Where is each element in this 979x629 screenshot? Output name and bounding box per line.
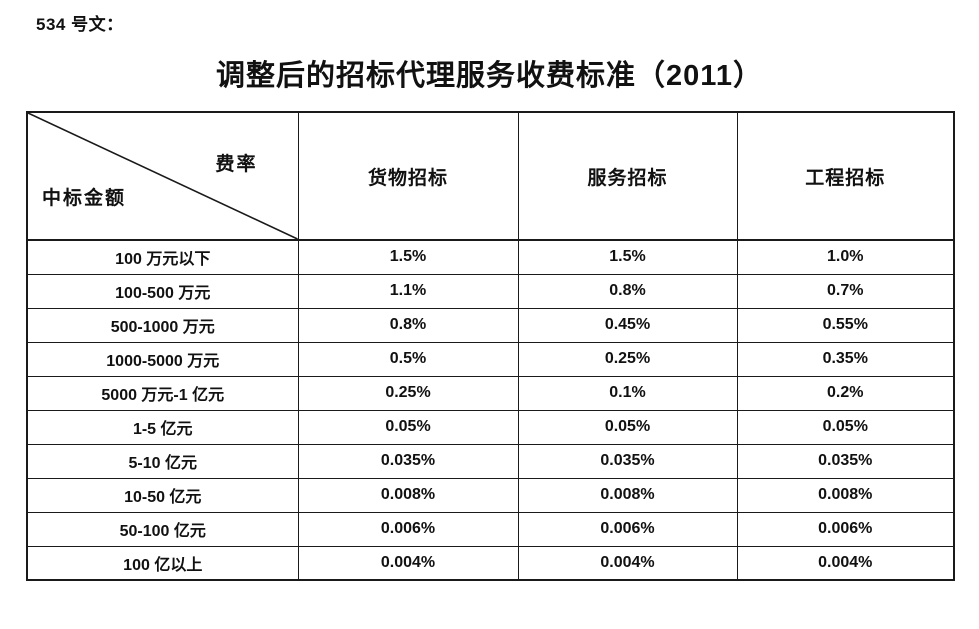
cell-service-rate: 0.035% <box>517 443 738 479</box>
page-title: 调整后的招标代理服务收费标准（2011） <box>216 60 763 92</box>
cell-goods-rate: 0.004% <box>297 545 519 581</box>
diagonal-divider-line <box>28 113 298 239</box>
cell-goods-rate: 0.05% <box>297 409 519 445</box>
cell-service-rate: 0.25% <box>517 341 738 377</box>
table-row: 1-5 亿元 0.05% 0.05% 0.05% <box>26 409 955 445</box>
row-label: 50-100 亿元 <box>26 511 299 547</box>
row-label: 100 万元以下 <box>26 239 299 275</box>
row-label: 100 亿以上 <box>26 545 299 581</box>
table-header-row: 费率 中标金额 货物招标 服务招标 工程招标 <box>26 111 955 241</box>
table-row: 1000-5000 万元 0.5% 0.25% 0.35% <box>26 341 955 377</box>
cell-engineering-rate: 0.35% <box>736 341 955 377</box>
cell-goods-rate: 1.1% <box>297 273 519 309</box>
row-label: 5-10 亿元 <box>26 443 299 479</box>
cell-service-rate: 0.1% <box>517 375 738 411</box>
corner-label-fee-rate: 费率 <box>215 154 258 175</box>
cell-service-rate: 0.008% <box>517 477 738 513</box>
table-row: 5-10 亿元 0.035% 0.035% 0.035% <box>26 443 955 479</box>
column-header-engineering-tender: 工程招标 <box>736 111 955 241</box>
corner-label-bid-amount: 中标金额 <box>42 188 127 209</box>
cell-engineering-rate: 0.004% <box>736 545 955 581</box>
cell-engineering-rate: 0.035% <box>736 443 955 479</box>
cell-engineering-rate: 0.006% <box>736 511 955 547</box>
cell-goods-rate: 0.008% <box>297 477 519 513</box>
cell-goods-rate: 0.5% <box>297 341 519 377</box>
table-row: 5000 万元-1 亿元 0.25% 0.1% 0.2% <box>26 375 955 411</box>
table-row: 100 亿以上 0.004% 0.004% 0.004% <box>26 545 955 581</box>
cell-goods-rate: 0.006% <box>297 511 519 547</box>
row-label: 500-1000 万元 <box>26 307 299 343</box>
cell-goods-rate: 0.035% <box>297 443 519 479</box>
cell-engineering-rate: 0.7% <box>736 273 955 309</box>
row-label: 1-5 亿元 <box>26 409 299 445</box>
doc-number-label: 534 号文： <box>36 15 124 34</box>
cell-engineering-rate: 0.008% <box>736 477 955 513</box>
cell-service-rate: 0.006% <box>517 511 738 547</box>
cell-goods-rate: 1.5% <box>297 239 519 275</box>
cell-service-rate: 0.004% <box>517 545 738 581</box>
column-header-goods-tender: 货物招标 <box>297 111 519 241</box>
cell-engineering-rate: 0.55% <box>736 307 955 343</box>
column-header-service-tender: 服务招标 <box>517 111 738 241</box>
table-row: 100 万元以下 1.5% 1.5% 1.0% <box>26 239 955 275</box>
table-row: 10-50 亿元 0.008% 0.008% 0.008% <box>26 477 955 513</box>
table-row: 100-500 万元 1.1% 0.8% 0.7% <box>26 273 955 309</box>
diagonal-corner-cell: 费率 中标金额 <box>26 111 299 241</box>
cell-goods-rate: 0.25% <box>297 375 519 411</box>
row-label: 1000-5000 万元 <box>26 341 299 377</box>
table-row: 500-1000 万元 0.8% 0.45% 0.55% <box>26 307 955 343</box>
row-label: 5000 万元-1 亿元 <box>26 375 299 411</box>
cell-engineering-rate: 0.05% <box>736 409 955 445</box>
table-row: 50-100 亿元 0.006% 0.006% 0.006% <box>26 511 955 547</box>
cell-service-rate: 1.5% <box>517 239 738 275</box>
row-label: 100-500 万元 <box>26 273 299 309</box>
cell-engineering-rate: 1.0% <box>736 239 955 275</box>
cell-service-rate: 0.8% <box>517 273 738 309</box>
cell-engineering-rate: 0.2% <box>736 375 955 411</box>
cell-goods-rate: 0.8% <box>297 307 519 343</box>
row-label: 10-50 亿元 <box>26 477 299 513</box>
cell-service-rate: 0.45% <box>517 307 738 343</box>
fee-rate-table: 费率 中标金额 货物招标 服务招标 工程招标 100 万元以下 1.5% 1.5… <box>26 111 955 581</box>
cell-service-rate: 0.05% <box>517 409 738 445</box>
